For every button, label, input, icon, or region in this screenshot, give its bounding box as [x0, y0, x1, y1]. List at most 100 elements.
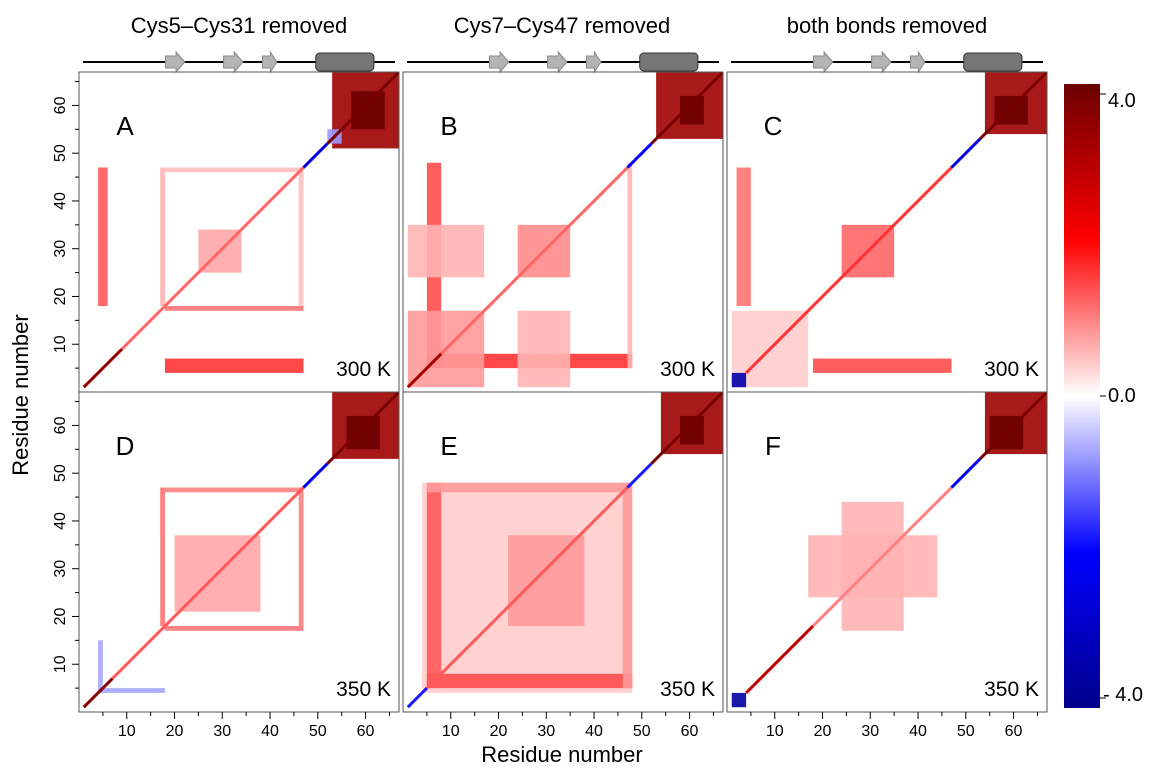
panel-f: F 350 K 10 20 30 40 50 60 [726, 391, 1048, 740]
ss-helix-box [315, 52, 375, 72]
heatmap-block [346, 415, 380, 450]
heatmap-block [164, 358, 304, 373]
temperature-label: 300 K [984, 358, 1039, 381]
ss-track-3 [731, 50, 1043, 74]
x-tick-label: 30 [213, 723, 231, 740]
y-tick-label: 20 [52, 287, 69, 305]
x-tick-label: 50 [957, 723, 975, 740]
temperature-label: 350 K [336, 678, 391, 701]
x-tick-label: 40 [909, 723, 927, 740]
panel-letter: D [116, 431, 135, 461]
diagonal-segment [626, 462, 653, 489]
heatmap-block [298, 487, 304, 627]
heatmap-block [426, 482, 633, 493]
temperature-label: 350 K [660, 678, 715, 701]
x-tick-label: 60 [681, 723, 699, 740]
y-tick-label: 10 [52, 335, 69, 353]
diagonal-segment [440, 166, 629, 355]
heatmap-block [98, 688, 165, 693]
heatmap-block [731, 372, 747, 388]
panel-frame [726, 391, 1048, 713]
ss-track-1 [83, 50, 395, 74]
panel-letter: A [116, 111, 134, 141]
x-tick-label: 50 [633, 723, 651, 740]
diagonal-segment [425, 486, 629, 690]
x-tick-label: 10 [118, 723, 136, 740]
ss-track-2 [407, 50, 719, 74]
heatmap-block [407, 224, 485, 278]
x-tick-label: 60 [1005, 723, 1023, 740]
temperature-label: 350 K [984, 678, 1039, 701]
diagonal-segment [326, 72, 399, 145]
x-tick-label: 10 [766, 723, 784, 740]
column-title-1: Cys5–Cys31 removed [131, 13, 347, 38]
heatmap-cells [82, 72, 399, 389]
heatmap-block [680, 415, 704, 445]
y-tick-label: 10 [52, 655, 69, 673]
diagonal-segment [745, 624, 815, 694]
heatmap-block [298, 167, 304, 307]
panel-a: A 300 K 10 20 30 40 50 60 [52, 71, 400, 393]
ss-strand-arrow [488, 50, 510, 74]
ss-strand-arrow [223, 50, 244, 74]
heatmap-block [351, 91, 385, 130]
panel-frame [402, 391, 724, 713]
diagonal-segment [406, 687, 428, 709]
heatmap-cells [731, 392, 1047, 708]
x-tick-label: 20 [166, 723, 184, 740]
x-tick-label: 30 [537, 723, 555, 740]
panel-grid: A 300 K 10 20 30 40 50 60 B 300 K C 300 K D 350 K 10 20… [52, 71, 1048, 740]
diagonal-segment [626, 142, 653, 169]
colorbar-tick-zero: 0.0 [1108, 385, 1136, 407]
ss-strand-arrow [164, 50, 186, 74]
heatmap-block [517, 310, 571, 388]
y-tick-label: 50 [52, 144, 69, 162]
y-tick-label: 30 [52, 240, 69, 258]
x-tick-label: 60 [357, 723, 375, 740]
panel-letter: B [440, 111, 457, 141]
temperature-label: 300 K [336, 358, 391, 381]
heatmap-block [160, 487, 165, 627]
diagonal-segment [950, 137, 982, 169]
secondary-structure-row [83, 50, 1043, 74]
heatmap-block [680, 95, 704, 125]
heatmap-block [426, 482, 442, 689]
ss-strand-arrow [585, 50, 602, 74]
heatmap-block [164, 306, 304, 311]
diagonal-segment [650, 72, 723, 145]
colorbar-tick-min: - 4.0 [1103, 684, 1143, 706]
heatmap-block [164, 626, 304, 631]
x-tick-label: 50 [309, 723, 327, 740]
heatmap-block [731, 692, 747, 708]
ss-strand-arrow [871, 50, 892, 74]
y-tick-label: 60 [52, 96, 69, 114]
diagonal-segment [111, 486, 305, 680]
diagonal-segment [82, 677, 114, 709]
y-tick-label: 20 [52, 607, 69, 625]
y-tick-label: 40 [52, 192, 69, 210]
panel-d: D 350 K 10 20 30 40 50 60 10 20 30 40 50 60 [52, 391, 400, 740]
y-tick-label: 60 [52, 416, 69, 434]
y-tick-label: 40 [52, 512, 69, 530]
colorbar-tick-max: 4.0 [1108, 90, 1136, 112]
ss-helix-box [963, 52, 1023, 72]
heatmap-cells [406, 72, 723, 389]
ss-helix-box [639, 52, 699, 72]
panel-b: B 300 K [402, 71, 724, 393]
ss-strand-arrow [909, 50, 926, 74]
colorbar [1064, 84, 1100, 708]
panel-c: C 300 K [726, 71, 1048, 393]
diagonal-segment [302, 142, 329, 169]
heatmap-block [98, 167, 108, 307]
diagonal-segment [120, 166, 305, 351]
x-tick-label: 30 [861, 723, 879, 740]
diagonal-segment [82, 347, 124, 389]
heatmap-block [812, 358, 952, 373]
y-axis-title: Residue number [8, 314, 33, 475]
panel-letter: C [764, 111, 783, 141]
column-title-3: both bonds removed [787, 13, 988, 38]
heatmap-block [164, 487, 304, 493]
ss-strand-arrow [547, 50, 568, 74]
heatmap-block [627, 162, 633, 369]
